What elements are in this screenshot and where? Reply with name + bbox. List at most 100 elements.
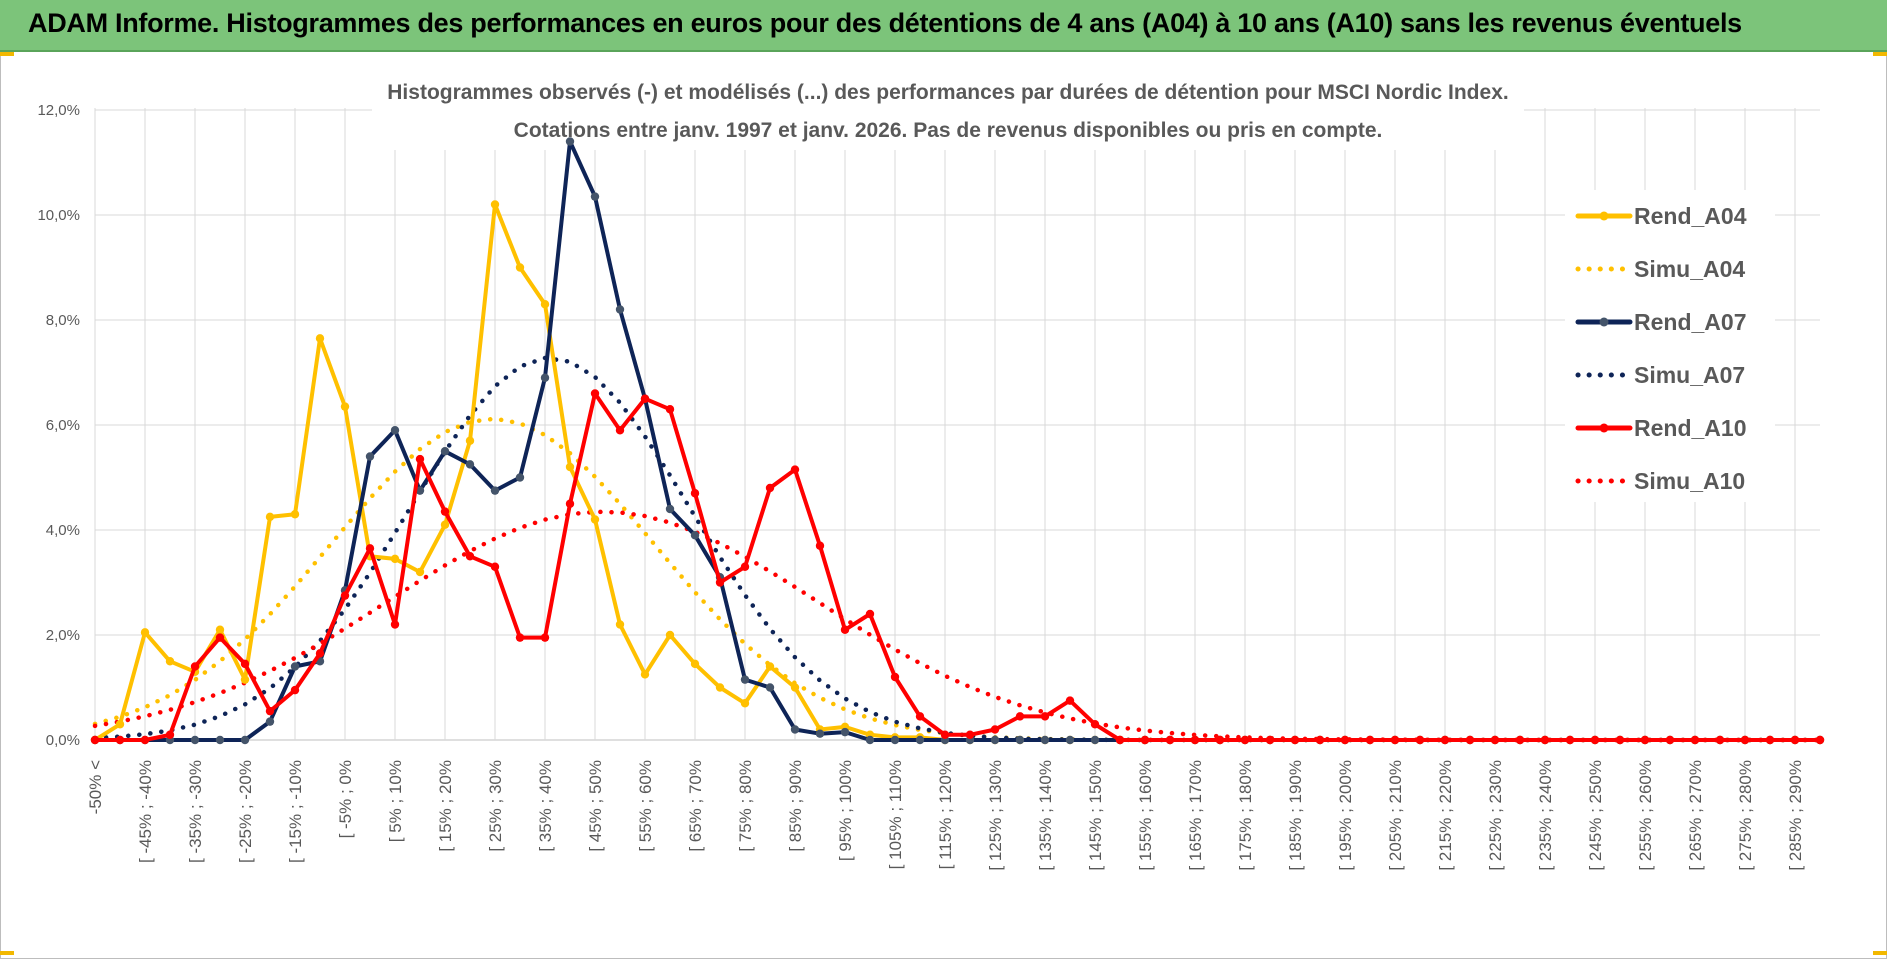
series-rend-a10-point <box>940 730 950 739</box>
series-rend-a04-line <box>93 202 1822 742</box>
series-rend-a10-point <box>1290 735 1300 745</box>
series-rend-a07-point <box>665 504 675 514</box>
series-rend-a10-point <box>440 507 450 516</box>
series-rend-a10-point <box>640 394 650 403</box>
series-rend-a10-point <box>590 389 600 398</box>
series-rend-a10-point <box>1540 735 1550 745</box>
series-rend-a10-point <box>615 426 625 435</box>
series-rend-a10-point <box>290 685 300 695</box>
series-rend-a10-point <box>815 541 825 550</box>
series-rend-a07-point <box>990 735 1000 745</box>
series-rend-a07-point <box>190 735 200 745</box>
series-rend-a10-point <box>1015 712 1025 721</box>
series-rend-a07-point <box>440 447 450 456</box>
series-rend-a07-point <box>215 735 225 745</box>
series-rend-a04-point <box>565 462 575 472</box>
series-rend-a10-point <box>840 625 850 634</box>
x-tick-label: [ -5% ; 0% <box>336 760 355 838</box>
series-rend-a04-point <box>415 567 425 577</box>
series-rend-a07-point <box>615 305 625 314</box>
y-tick-label: 4,0% <box>46 522 80 539</box>
series-rend-a04-point <box>640 670 650 679</box>
series-rend-a07-point <box>890 735 900 745</box>
series-rend-a10-point <box>1590 735 1600 745</box>
x-tick-label: [ 85% ; 90% <box>786 760 805 852</box>
series-rend-a07-point <box>465 460 475 469</box>
series-rend-a10-point <box>1340 735 1350 745</box>
x-tick-label: [ 35% ; 40% <box>536 760 555 852</box>
series-rend-a04-point <box>440 520 450 529</box>
series-rend-a07-point <box>765 683 775 692</box>
series-rend-a10-point <box>1240 735 1250 745</box>
series-rend-a10-point <box>265 706 275 716</box>
x-tick-label: [ 135% ; 140% <box>1036 760 1055 871</box>
legend-marker <box>1599 317 1609 327</box>
series-rend-a10-point <box>1815 735 1825 745</box>
series-simu-a10-line <box>92 509 1823 743</box>
x-tick-label: [ 155% ; 160% <box>1136 760 1155 871</box>
legend-label: Simu_A07 <box>1634 362 1745 388</box>
y-tick-label: 2,0% <box>46 627 80 644</box>
series-rend-a10-point <box>1265 735 1275 745</box>
series-rend-a10-line <box>93 391 1822 742</box>
series-rend-a04-point <box>340 402 350 411</box>
series-rend-a10-point <box>1215 735 1225 745</box>
corner-mark-br <box>1873 951 1887 955</box>
series-rend-a07-point <box>265 717 275 726</box>
series-rend-a07-point <box>240 735 250 745</box>
x-tick-label: [ 115% ; 120% <box>936 760 955 869</box>
series-rend-a10-point <box>1090 720 1100 729</box>
series-rend-a07-point <box>690 531 700 540</box>
series-rend-a10-point <box>190 662 200 671</box>
y-tick-label: 6,0% <box>46 417 80 434</box>
series-rend-a10-point <box>340 591 350 600</box>
x-tick-label: [ 275% ; 280% <box>1736 760 1755 871</box>
series-rend-a07-point <box>540 373 550 382</box>
series-rend-a04-point <box>665 630 675 640</box>
x-tick-label: [ 285% ; 290% <box>1786 760 1805 871</box>
series-rend-a07-point <box>840 727 850 737</box>
series-rend-a04-point <box>290 510 300 519</box>
x-tick-label: [ 165% ; 170% <box>1186 760 1205 871</box>
series-rend-a10-point <box>1165 735 1175 745</box>
gridlines <box>94 108 1820 741</box>
series-rend-a10-point <box>115 735 125 745</box>
chart-title: Histogrammes observés (-) et modélisés (… <box>387 81 1508 104</box>
series-rend-a10-point <box>965 730 975 739</box>
series-rend-a10-point <box>865 609 875 619</box>
series-rend-a10-point <box>1190 735 1200 745</box>
series-rend-a04-point <box>390 554 400 564</box>
series-rend-a04-point <box>715 683 725 692</box>
series-rend-a07-point <box>590 192 600 201</box>
series-group <box>90 137 1825 745</box>
y-axis-ticks: 0,0% 2,0% 4,0% 6,0% 8,0% 10,0% 12,0% <box>37 102 80 749</box>
series-rend-a07-point <box>915 735 925 745</box>
series-rend-a04-point <box>115 720 125 729</box>
x-tick-label: [ 65% ; 70% <box>686 760 705 852</box>
series-rend-a07-line <box>93 139 1822 742</box>
series-rend-a07-point <box>1065 735 1075 745</box>
legend-marker <box>1599 423 1609 433</box>
series-rend-a04-point <box>515 263 525 272</box>
series-rend-a04-point <box>765 662 775 671</box>
series-rend-a10-point <box>1515 735 1525 745</box>
series-rend-a10-point <box>490 562 500 571</box>
series-rend-a07-point <box>1040 735 1050 745</box>
legend-label: Simu_A04 <box>1634 256 1745 282</box>
series-rend-a07-point <box>790 725 800 734</box>
x-tick-label: [ 245% ; 250% <box>1586 760 1605 871</box>
x-tick-label: [ 175% ; 180% <box>1236 760 1255 871</box>
x-axis-ticks: -50% < [ -45% ; -40% [ -35% ; -30% [ -25% ;… <box>86 760 1805 871</box>
series-rend-a10-point <box>1565 735 1575 745</box>
chart-title-background <box>372 74 1524 150</box>
x-tick-label: -50% < <box>86 760 105 814</box>
series-rend-a07-point <box>390 426 400 435</box>
series-rend-a10-point <box>365 544 375 553</box>
series-rend-a04-point <box>740 699 750 708</box>
page-title: ADAM Informe. Histogrammes des performan… <box>28 8 1742 38</box>
series-rend-a04-point <box>315 334 325 343</box>
chart-subtitle: Cotations entre janv. 1997 et janv. 2026… <box>514 119 1383 142</box>
x-tick-label: [ 95% ; 100% <box>836 760 855 861</box>
corner-mark-tr <box>1873 52 1887 56</box>
x-tick-label: [ -45% ; -40% <box>136 760 155 863</box>
